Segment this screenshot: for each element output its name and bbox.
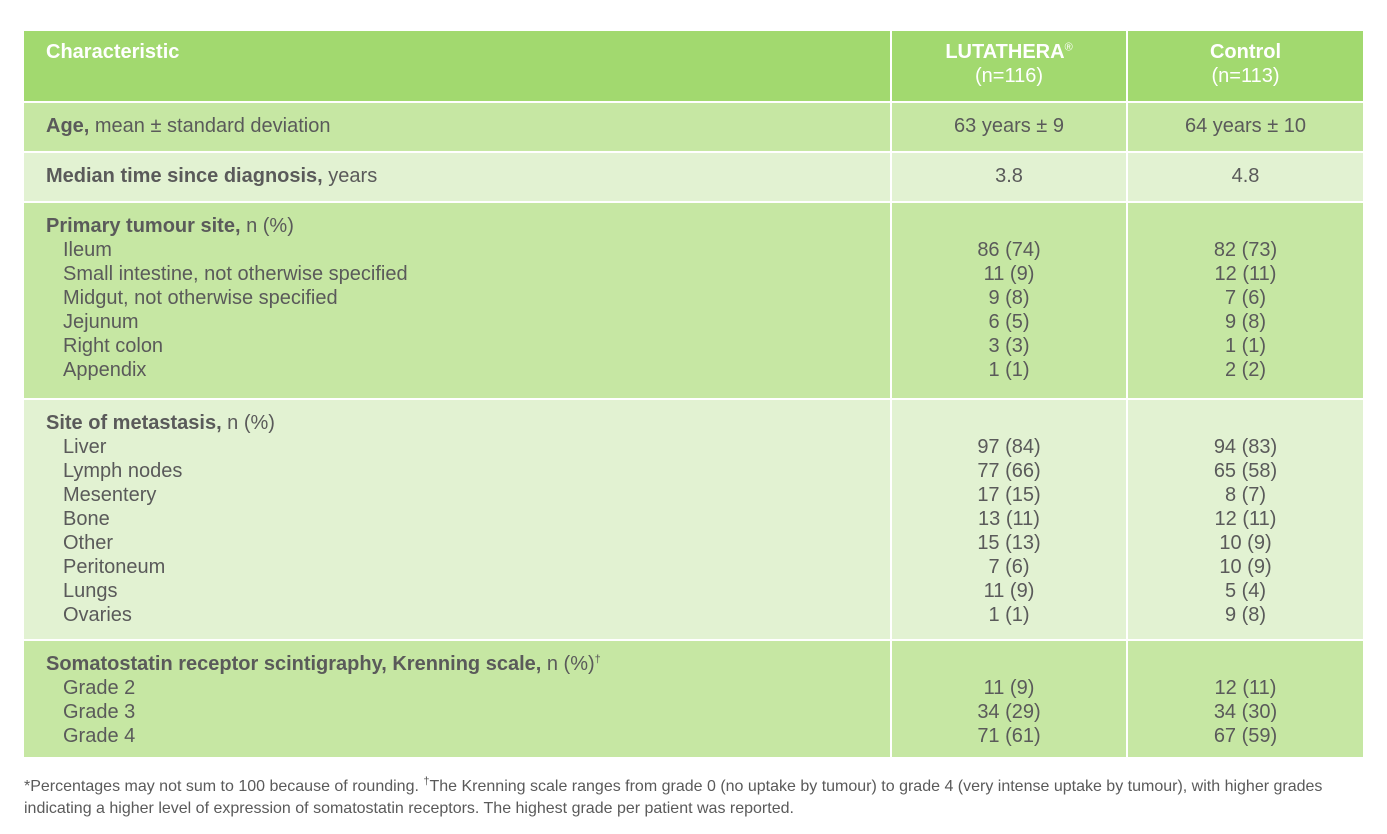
list-item: Midgut, not otherwise specified [63,287,338,309]
list-item: Appendix [63,359,147,381]
list-value: 7 (6) [1224,287,1267,309]
list-value: 65 (58) [1213,460,1278,482]
header-lutathera-name: LUTATHERA [945,41,1065,63]
list-item: Ovaries [63,604,132,626]
median-label-rest: years [322,165,378,187]
header-lutathera: LUTATHERA® (n=116) [892,31,1126,101]
footnote-text-1: *Percentages may not sum to 100 because … [24,778,424,795]
header-control-n: (n=113) [1211,65,1280,87]
list-value: 34 (29) [977,701,1041,723]
header-characteristic: Characteristic [24,31,890,101]
list-item: Grade 4 [63,725,136,747]
metastasis-control-cell: 94 (83) 65 (58) 8 (7) 12 (11) 10 (9) 10 … [1128,400,1363,639]
list-value: 10 (9) [1219,532,1272,554]
footnote-text-2: The Krenning scale ranges from grade 0 (… [24,778,1323,817]
list-value: 6 (5) [988,311,1030,333]
dagger-mark: † [594,653,601,666]
median-control: 4.8 [1128,153,1363,201]
list-value: 11 (9) [983,580,1035,602]
age-label-bold: Age, [46,115,90,137]
list-value: 94 (83) [1213,436,1278,458]
somato-control-cell: 12 (11) 34 (30) 67 (59) [1128,641,1363,757]
primary-lutathera-cell: 86 (74) 11 (9) 9 (8) 6 (5) 3 (3) 1 (1) [892,203,1126,398]
list-value: 13 (11) [978,508,1040,530]
metastasis-label-cell: Site of metastasis, n (%) Liver Lymph no… [24,400,890,639]
primary-label-rest: n (%) [240,215,294,237]
list-value: 1 (1) [1224,335,1267,357]
somato-label-bold: Somatostatin receptor scintigraphy, Kren… [46,653,542,675]
primary-label-cell: Primary tumour site, n (%) Ileum Small i… [24,203,890,398]
list-value: 97 (84) [977,436,1041,458]
list-value: 10 (9) [1219,556,1272,578]
list-value: 12 (11) [1214,263,1277,285]
list-item: Ileum [63,239,112,261]
median-lutathera: 3.8 [892,153,1126,201]
somato-label-rest: n (%) [541,653,595,675]
list-item: Mesentery [63,484,157,506]
list-item: Liver [63,436,107,458]
list-value: 7 (6) [988,556,1030,578]
metastasis-label-bold: Site of metastasis, [46,412,222,434]
list-item: Lungs [63,580,118,602]
list-value: 77 (66) [977,460,1041,482]
metastasis-lutathera-cell: 97 (84) 77 (66) 17 (15) 13 (11) 15 (13) … [892,400,1126,639]
list-value: 82 (73) [1213,239,1278,261]
list-item: Lymph nodes [63,460,183,482]
list-item: Small intestine, not otherwise specified [63,263,408,285]
list-value: 15 (13) [977,532,1041,554]
registered-mark: ® [1064,41,1073,54]
characteristics-table: Characteristic LUTATHERA® (n=116) Contro… [24,31,1363,757]
list-item: Bone [63,508,110,530]
list-value: 71 (61) [977,725,1041,747]
list-value: 67 (59) [1213,725,1278,747]
list-value: 11 (9) [983,677,1035,699]
primary-control-cell: 82 (73) 12 (11) 7 (6) 9 (8) 1 (1) 2 (2) [1128,203,1363,398]
age-lutathera: 63 years ± 9 [892,103,1126,151]
list-item: Jejunum [63,311,139,333]
list-item: Other [63,532,114,554]
list-value: 9 (8) [1224,604,1267,626]
list-value: 8 (7) [1224,484,1267,506]
age-label-rest: mean ± standard deviation [89,115,331,137]
list-value: 1 (1) [988,359,1030,381]
age-control: 64 years ± 10 [1128,103,1363,151]
list-item: Right colon [63,335,164,357]
list-value: 12 (11) [1214,508,1277,530]
list-item: Grade 3 [63,701,136,723]
footnote: *Percentages may not sum to 100 because … [24,776,1361,820]
header-characteristic-label: Characteristic [46,41,180,63]
somato-lutathera-cell: 11 (9) 34 (29) 71 (61) [892,641,1126,757]
list-value: 34 (30) [1213,701,1278,723]
somato-label-cell: Somatostatin receptor scintigraphy, Kren… [24,641,890,757]
header-control: Control (n=113) [1128,31,1363,101]
list-item: Peritoneum [63,556,166,578]
list-value: 2 (2) [1224,359,1267,381]
metastasis-label-rest: n (%) [221,412,275,434]
footnote-dagger: † [423,775,430,788]
median-label: Median time since diagnosis, years [24,153,890,201]
list-value: 1 (1) [988,604,1030,626]
list-value: 9 (8) [988,287,1030,309]
header-control-name: Control [1209,41,1282,63]
list-value: 9 (8) [1224,311,1267,333]
list-item: Grade 2 [63,677,136,699]
header-lutathera-n: (n=116) [974,65,1043,87]
age-label: Age, mean ± standard deviation [24,103,890,151]
list-value: 12 (11) [1214,677,1277,699]
list-value: 86 (74) [977,239,1041,261]
list-value: 5 (4) [1224,580,1267,602]
median-label-bold: Median time since diagnosis, [46,165,323,187]
list-value: 3 (3) [988,335,1030,357]
primary-label-bold: Primary tumour site, [46,215,241,237]
list-value: 17 (15) [977,484,1041,506]
list-value: 11 (9) [983,263,1035,285]
